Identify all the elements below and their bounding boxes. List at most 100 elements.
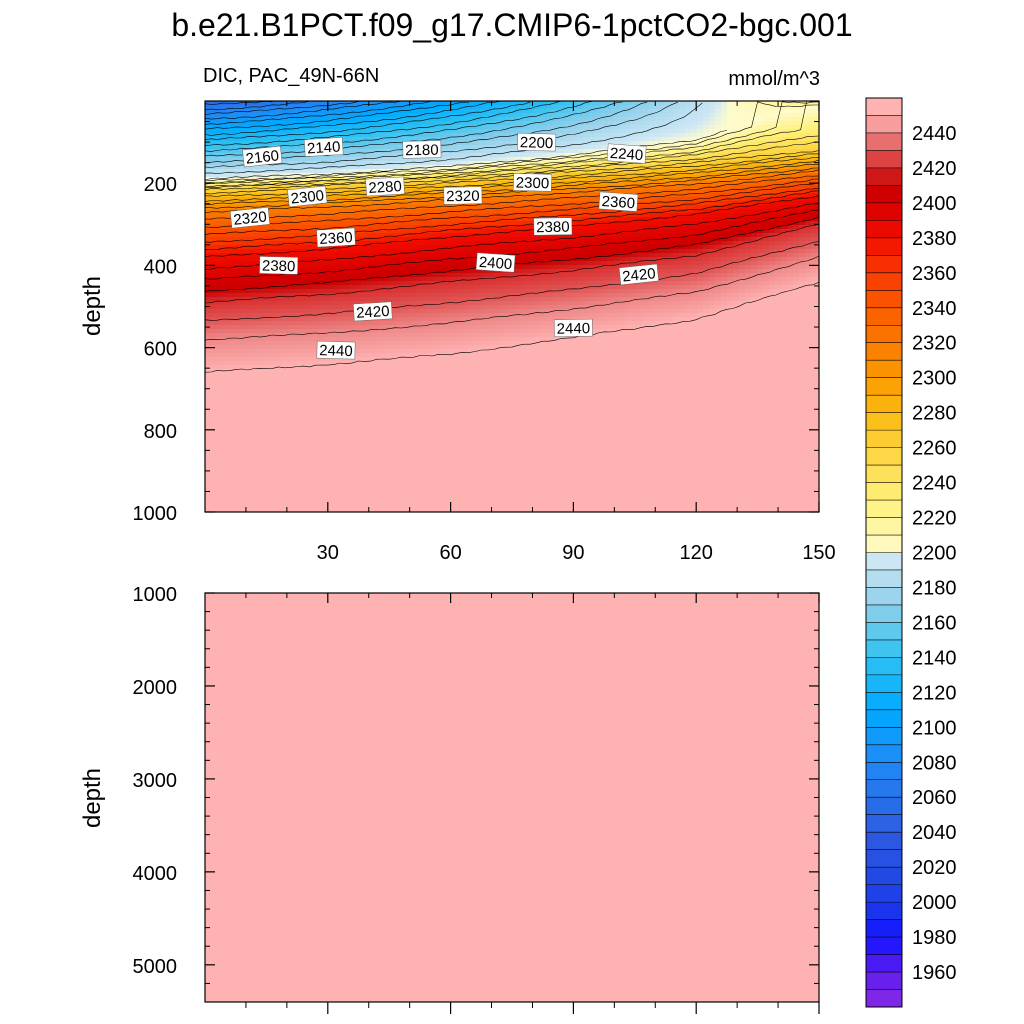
field-cell [205, 341, 212, 346]
field-cell [241, 117, 248, 122]
field-cell [319, 449, 326, 454]
field-cell [229, 417, 236, 422]
field-cell [439, 297, 446, 302]
field-cell [205, 405, 212, 410]
field-cell [241, 493, 248, 498]
field-cell [271, 189, 278, 194]
field-cell [247, 193, 254, 198]
field-cell [463, 261, 470, 266]
field-cell [283, 485, 290, 490]
field-cell [385, 437, 392, 442]
field-cell [403, 401, 410, 406]
field-cell [445, 161, 452, 166]
field-cell [277, 281, 284, 286]
field-cell [475, 141, 482, 146]
field-cell [205, 425, 212, 430]
field-cell [253, 417, 260, 422]
field-cell [301, 157, 308, 162]
field-cell [439, 361, 446, 366]
field-cell [217, 289, 224, 294]
field-cell [373, 385, 380, 390]
field-cell [277, 121, 284, 126]
field-cell [235, 417, 242, 422]
field-cell [481, 429, 488, 434]
field-cell [373, 497, 380, 502]
field-cell [469, 473, 476, 478]
field-cell [301, 317, 308, 322]
field-cell [259, 501, 266, 506]
field-cell [343, 389, 350, 394]
field-cell [349, 413, 356, 418]
field-cell [445, 477, 452, 482]
field-cell [409, 253, 416, 258]
field-cell [355, 261, 362, 266]
field-cell [415, 413, 422, 418]
field-cell [295, 389, 302, 394]
field-cell [331, 437, 338, 442]
field-cell [409, 281, 416, 286]
field-cell [385, 281, 392, 286]
field-cell [289, 373, 296, 378]
field-cell [247, 325, 254, 330]
field-cell [253, 485, 260, 490]
field-cell [451, 381, 458, 386]
field-cell [439, 401, 446, 406]
field-cell [349, 409, 356, 414]
field-cell [475, 425, 482, 430]
field-cell [415, 453, 422, 458]
field-cell [223, 269, 230, 274]
field-cell [367, 405, 374, 410]
field-cell [355, 185, 362, 190]
field-cell [325, 273, 332, 278]
field-cell [493, 149, 500, 154]
field-cell [223, 217, 230, 222]
field-cell [217, 501, 224, 506]
field-cell [217, 421, 224, 426]
field-cell [373, 473, 380, 478]
field-cell [325, 313, 332, 318]
field-cell [325, 437, 332, 442]
field-cell [289, 245, 296, 250]
field-cell [397, 405, 404, 410]
field-cell [427, 461, 434, 466]
field-cell [277, 477, 284, 482]
field-cell [331, 473, 338, 478]
field-cell [361, 369, 368, 374]
field-cell [247, 185, 254, 190]
field-cell [391, 325, 398, 330]
field-cell [265, 125, 272, 130]
field-cell [229, 361, 236, 366]
field-cell [439, 213, 446, 218]
field-cell [205, 437, 212, 442]
field-cell [379, 157, 386, 162]
field-cell [343, 465, 350, 470]
field-cell [277, 213, 284, 218]
field-cell [355, 429, 362, 434]
field-cell [235, 133, 242, 138]
field-cell [343, 165, 350, 170]
field-cell [487, 509, 494, 512]
field-cell [355, 265, 362, 270]
field-cell [301, 361, 308, 366]
field-cell [397, 421, 404, 426]
field-cell [451, 177, 458, 182]
field-cell [289, 301, 296, 306]
field-cell [307, 437, 314, 442]
field-cell [367, 337, 374, 342]
field-cell [295, 381, 302, 386]
field-cell [337, 321, 344, 326]
field-cell [385, 481, 392, 486]
field-cell [289, 417, 296, 422]
field-cell [427, 425, 434, 430]
field-cell [259, 133, 266, 138]
field-cell [301, 409, 308, 414]
field-cell [223, 117, 230, 122]
field-cell [211, 213, 218, 218]
field-cell [205, 457, 212, 462]
field-cell [409, 457, 416, 462]
field-cell [319, 473, 326, 478]
field-cell [211, 429, 218, 434]
field-cell [247, 381, 254, 386]
field-cell [241, 477, 248, 482]
field-cell [307, 269, 314, 274]
